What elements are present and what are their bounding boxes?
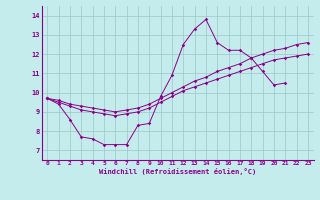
X-axis label: Windchill (Refroidissement éolien,°C): Windchill (Refroidissement éolien,°C) [99, 168, 256, 175]
